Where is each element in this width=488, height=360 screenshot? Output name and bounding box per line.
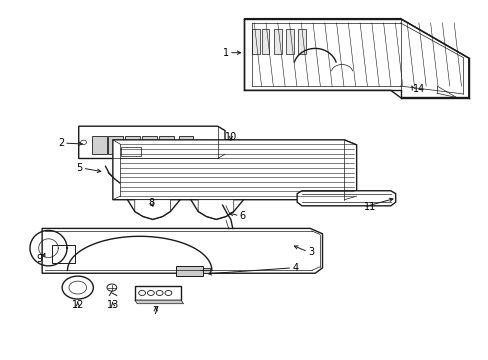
Bar xyxy=(178,136,193,154)
Text: 7: 7 xyxy=(152,306,159,316)
Polygon shape xyxy=(113,140,356,200)
Text: 3: 3 xyxy=(307,247,313,257)
Text: 2: 2 xyxy=(58,138,64,148)
Polygon shape xyxy=(135,200,170,220)
Text: 9: 9 xyxy=(36,254,42,264)
Bar xyxy=(92,136,107,154)
Polygon shape xyxy=(297,191,395,206)
Bar xyxy=(199,267,210,273)
Bar xyxy=(108,136,122,154)
Circle shape xyxy=(62,276,93,299)
Text: 8: 8 xyxy=(148,198,155,208)
Polygon shape xyxy=(79,126,224,158)
Bar xyxy=(261,30,269,54)
Text: 1: 1 xyxy=(223,48,228,58)
Bar xyxy=(52,245,75,263)
Text: 10: 10 xyxy=(224,132,237,142)
Bar xyxy=(159,136,173,154)
Text: 12: 12 xyxy=(71,300,84,310)
Bar xyxy=(125,136,140,154)
Text: 4: 4 xyxy=(292,263,298,273)
Bar xyxy=(142,136,157,154)
Bar xyxy=(298,30,305,54)
Text: 14: 14 xyxy=(412,84,425,94)
Polygon shape xyxy=(42,228,322,273)
Polygon shape xyxy=(198,200,233,220)
Bar xyxy=(121,147,141,156)
Bar xyxy=(273,30,281,54)
Bar xyxy=(176,266,203,276)
Polygon shape xyxy=(135,286,181,300)
Bar xyxy=(251,30,259,54)
Text: 5: 5 xyxy=(76,163,82,173)
Text: 6: 6 xyxy=(239,211,245,221)
Bar xyxy=(285,30,293,54)
Text: 13: 13 xyxy=(106,300,119,310)
Text: 11: 11 xyxy=(363,202,375,212)
Polygon shape xyxy=(135,300,183,304)
Polygon shape xyxy=(244,19,468,98)
